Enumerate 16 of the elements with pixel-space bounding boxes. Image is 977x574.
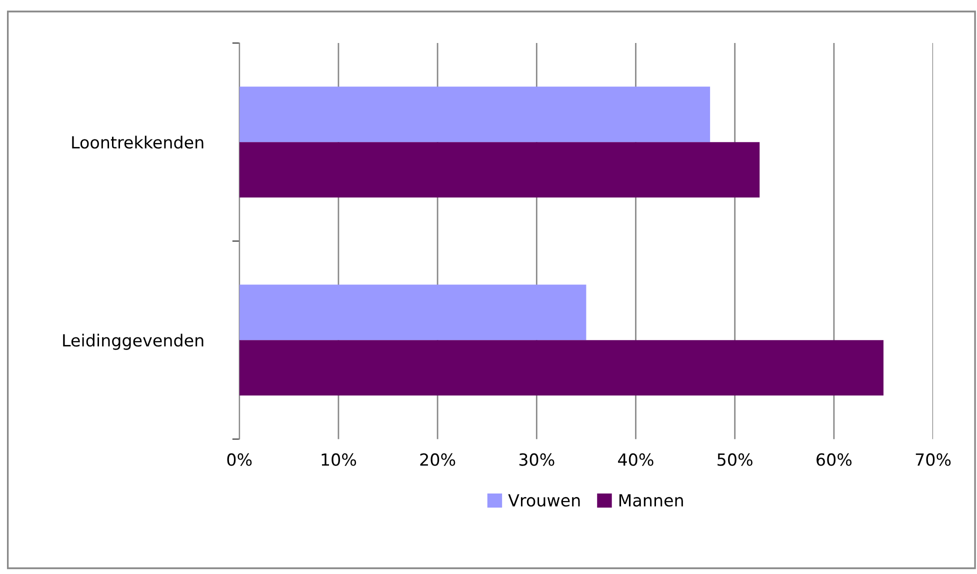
x-tick-label: 70% — [916, 453, 951, 466]
bar — [239, 284, 586, 340]
x-tick-label: 60% — [816, 453, 852, 466]
x-tick-label: 10% — [322, 453, 356, 466]
x-tick-label: 50% — [718, 453, 752, 466]
legend-label: Mannen — [619, 494, 683, 507]
y-tick-label: Loontrekkenden — [72, 136, 204, 149]
x-tick-label: 20% — [420, 453, 456, 466]
x-tick-label: 40% — [618, 453, 654, 466]
legend-label: Vrouwen — [508, 494, 580, 507]
bar — [239, 340, 884, 396]
bar — [239, 86, 710, 142]
x-tick-label: 30% — [519, 453, 554, 466]
x-tick-label: 0% — [227, 453, 252, 466]
y-tick-label: Leidinggevenden — [63, 334, 204, 350]
bar — [239, 142, 760, 198]
